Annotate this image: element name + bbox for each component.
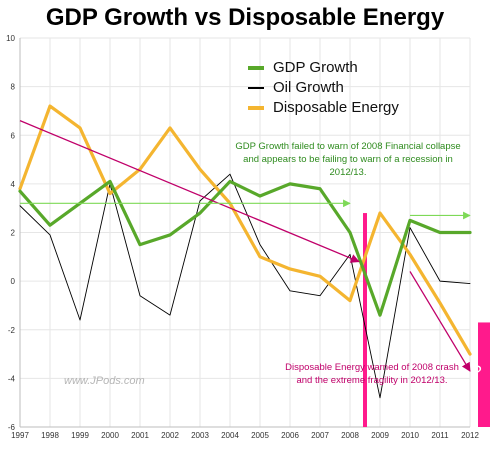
x-tick-label-2003: 2003 <box>191 431 209 440</box>
x-tick-label-2007: 2007 <box>311 431 329 440</box>
annotation-energy-warning: Disposable Energy warned of 2008 crash a… <box>272 361 472 387</box>
x-tick-label-1998: 1998 <box>41 431 59 440</box>
y-tick-label-neg2: -2 <box>8 326 16 335</box>
y-tick-label-6: 6 <box>11 131 16 140</box>
legend-item-gdp-growth: GDP Growth <box>248 58 399 78</box>
y-tick-label-neg4: -4 <box>8 374 16 383</box>
legend-label-disposable-energy: Disposable Energy <box>273 99 399 116</box>
x-tick-label-2009: 2009 <box>371 431 389 440</box>
question-block <box>478 322 490 427</box>
x-tick-label-2001: 2001 <box>131 431 149 440</box>
x-tick-label-2005: 2005 <box>251 431 269 440</box>
series-line-gdp-growth <box>18 179 472 317</box>
question-mark-label: ? <box>472 362 482 381</box>
legend-label-gdp-growth: GDP Growth <box>273 59 358 76</box>
legend-item-oil-growth: Oil Growth <box>248 78 399 98</box>
series-line-oil-growth <box>19 173 471 399</box>
y-tick-label-4: 4 <box>11 180 16 189</box>
legend-swatch-gdp-growth <box>248 66 264 70</box>
x-tick-label-1999: 1999 <box>71 431 89 440</box>
trend-arrow-1 <box>19 120 360 263</box>
annotation-gdp-warning: GDP Growth failed to warn of 2008 Financ… <box>228 140 468 179</box>
y-tick-label-2: 2 <box>11 229 16 238</box>
legend-label-oil-growth: Oil Growth <box>273 79 344 96</box>
y-tick-label-10: 10 <box>6 34 15 43</box>
x-tick-label-2011: 2011 <box>431 431 449 440</box>
y-tick-label-8: 8 <box>11 83 16 92</box>
x-tick-label-2002: 2002 <box>161 431 179 440</box>
chart-title: GDP Growth vs Disposable Energy <box>45 4 445 31</box>
y-tick-label-neg6: -6 <box>8 423 16 432</box>
legend-item-disposable-energy: Disposable Energy <box>248 98 399 118</box>
trend-arrow-2 <box>409 271 471 372</box>
x-tick-label-2008: 2008 <box>341 431 359 440</box>
legend-swatch-oil-growth <box>248 87 264 89</box>
x-tick-label-2004: 2004 <box>221 431 239 440</box>
annotation-energy-line1: Disposable Energy warned of 2008 crash <box>285 362 459 373</box>
legend: GDP Growth Oil Growth Disposable Energy <box>248 58 399 118</box>
vertical-marker-bar <box>363 213 367 427</box>
x-tick-label-2006: 2006 <box>281 431 299 440</box>
series-line-disposable-energy <box>18 104 472 356</box>
x-tick-label-2012: 2012 <box>461 431 479 440</box>
x-tick-label-2010: 2010 <box>401 431 419 440</box>
x-tick-label-2000: 2000 <box>101 431 119 440</box>
x-tick-label-1997: 1997 <box>11 431 29 440</box>
legend-swatch-disposable-energy <box>248 106 264 110</box>
annotation-gdp-line2: and appears to be failing to warn of a r… <box>243 154 453 178</box>
annotation-gdp-line1: GDP Growth failed to warn of 2008 Financ… <box>235 141 461 152</box>
watermark: www.JPods.com <box>64 375 145 387</box>
y-tick-label-0: 0 <box>11 277 16 286</box>
annotation-energy-line2: and the extreme fragility in 2012/13. <box>296 375 448 386</box>
